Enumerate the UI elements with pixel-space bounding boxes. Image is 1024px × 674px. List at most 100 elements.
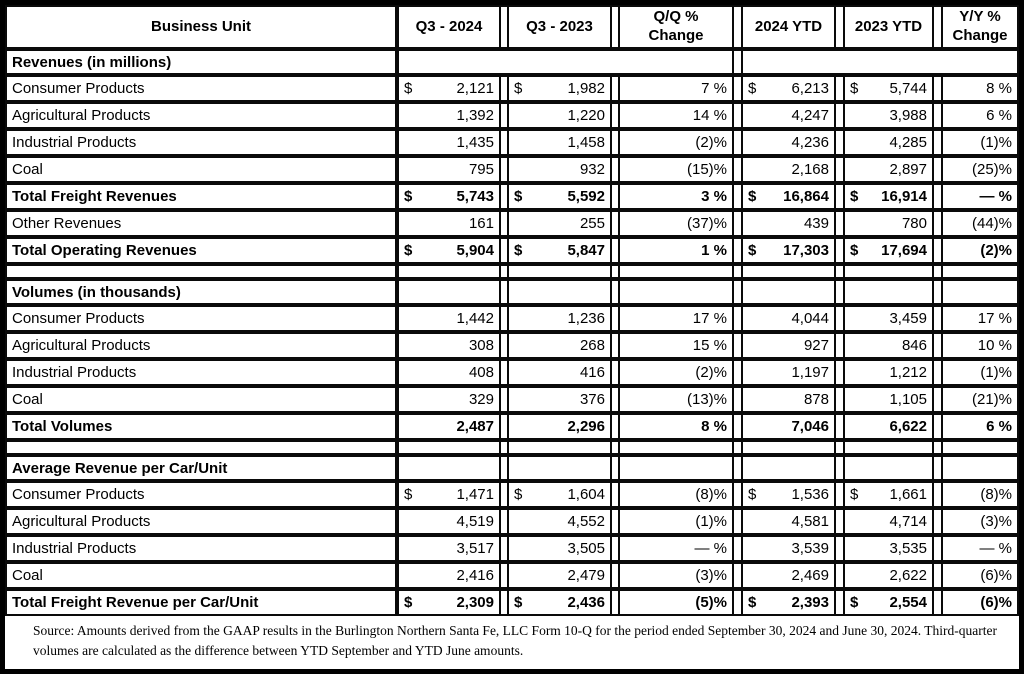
- col-header: 2023 YTD: [843, 5, 934, 49]
- source-note: Source: Amounts derived from the GAAP re…: [33, 623, 997, 659]
- empty-cell: [843, 264, 934, 279]
- table-row: Consumer Products $1,471 $1,604 (8)% $1,536 $…: [5, 481, 1019, 508]
- column-gap: [934, 508, 941, 535]
- empty-cell: [5, 264, 397, 279]
- value-cell: 255: [507, 210, 612, 237]
- value-cell: $2,436: [507, 589, 612, 616]
- dollar-sign: $: [748, 486, 757, 503]
- column-gap: [734, 102, 741, 129]
- column-gap: [501, 359, 507, 386]
- cell-value: 3,535: [889, 540, 927, 557]
- cell-value: 4,236: [791, 134, 829, 151]
- value-cell: 6 %: [941, 102, 1019, 129]
- empty-cell: [941, 455, 1019, 481]
- value-cell: (3)%: [618, 562, 734, 589]
- cell-value: 10 %: [977, 337, 1012, 354]
- column-gap: [934, 440, 941, 455]
- cell-value: 308: [468, 337, 494, 354]
- column-gap: [934, 5, 941, 49]
- column-gap: [612, 562, 618, 589]
- value-cell: 416: [507, 359, 612, 386]
- value-cell: 878: [741, 386, 836, 413]
- cell-value: 780: [901, 215, 927, 232]
- cell-value: (25)%: [971, 161, 1012, 178]
- value-cell: $5,743: [397, 183, 501, 210]
- value-cell: 2,487: [397, 413, 501, 440]
- cell-value: 2,416: [456, 567, 494, 584]
- cell-value: 6,622: [889, 418, 927, 435]
- cell-value: 2,469: [791, 567, 829, 584]
- cell-value: 2,622: [889, 567, 927, 584]
- value-cell: $2,393: [741, 589, 836, 616]
- cell-value: 408: [468, 364, 494, 381]
- value-cell: (2)%: [941, 237, 1019, 264]
- column-gap: [934, 102, 941, 129]
- column-gap: [934, 237, 941, 264]
- column-gap: [934, 305, 941, 332]
- column-gap: [836, 156, 843, 183]
- cell-value: 8 %: [701, 418, 727, 435]
- column-gap: [934, 413, 941, 440]
- column-gap: [934, 156, 941, 183]
- column-gap: [612, 481, 618, 508]
- value-cell: 439: [741, 210, 836, 237]
- section-title: Average Revenue per Car/Unit: [5, 455, 397, 481]
- value-cell: 2,479: [507, 562, 612, 589]
- column-gap: [836, 440, 843, 455]
- dollar-sign: $: [748, 242, 757, 259]
- column-gap: [501, 5, 507, 49]
- cell-value: 1,982: [567, 80, 605, 97]
- value-cell: 2,416: [397, 562, 501, 589]
- cell-value: 8 %: [986, 80, 1012, 97]
- dollar-sign: $: [514, 188, 523, 205]
- value-cell: (1)%: [941, 129, 1019, 156]
- column-gap: [836, 589, 843, 616]
- dollar-sign: $: [404, 486, 413, 503]
- column-gap: [836, 279, 843, 305]
- column-gap: [501, 129, 507, 156]
- column-gap: [612, 237, 618, 264]
- column-gap: [501, 386, 507, 413]
- row-label: Coal: [5, 386, 397, 413]
- column-gap: [734, 210, 741, 237]
- value-cell: (1)%: [941, 359, 1019, 386]
- table-row: Industrial Products 1,435 1,458 (2)% 4,236 4,…: [5, 129, 1019, 156]
- column-gap: [836, 5, 843, 49]
- row-label: Agricultural Products: [5, 102, 397, 129]
- table-row: Consumer Products 1,442 1,236 17 % 4,044 3,45…: [5, 305, 1019, 332]
- column-gap: [501, 562, 507, 589]
- empty-cell: [843, 440, 934, 455]
- value-cell: (1)%: [618, 508, 734, 535]
- table-row: Agricultural Products 4,519 4,552 (1)% 4,581…: [5, 508, 1019, 535]
- value-cell: 795: [397, 156, 501, 183]
- column-gap: [612, 102, 618, 129]
- cell-value: 161: [468, 215, 494, 232]
- value-cell: 10 %: [941, 332, 1019, 359]
- empty-cell: [941, 264, 1019, 279]
- column-gap: [734, 589, 741, 616]
- column-gap: [501, 305, 507, 332]
- column-gap: [934, 359, 941, 386]
- column-gap: [612, 279, 618, 305]
- table-row: Industrial Products 408 416 (2)% 1,197 1,212 (…: [5, 359, 1019, 386]
- column-gap: [734, 264, 741, 279]
- value-cell: 3,535: [843, 535, 934, 562]
- column-gap: [934, 589, 941, 616]
- cell-value: (21)%: [971, 391, 1012, 408]
- empty-cell: [741, 279, 836, 305]
- value-cell: 1,212: [843, 359, 934, 386]
- column-gap: [501, 440, 507, 455]
- cell-value: 376: [579, 391, 605, 408]
- cell-value: 416: [579, 364, 605, 381]
- value-cell: $17,694: [843, 237, 934, 264]
- column-gap: [734, 535, 741, 562]
- row-label: Total Freight Revenue per Car/Unit: [5, 589, 397, 616]
- cell-value: 16,914: [881, 188, 927, 205]
- dollar-sign: $: [850, 242, 859, 259]
- value-cell: $1,471: [397, 481, 501, 508]
- column-gap: [934, 332, 941, 359]
- column-gap: [734, 279, 741, 305]
- cell-value: 1,604: [567, 486, 605, 503]
- cell-value: 3 %: [701, 188, 727, 205]
